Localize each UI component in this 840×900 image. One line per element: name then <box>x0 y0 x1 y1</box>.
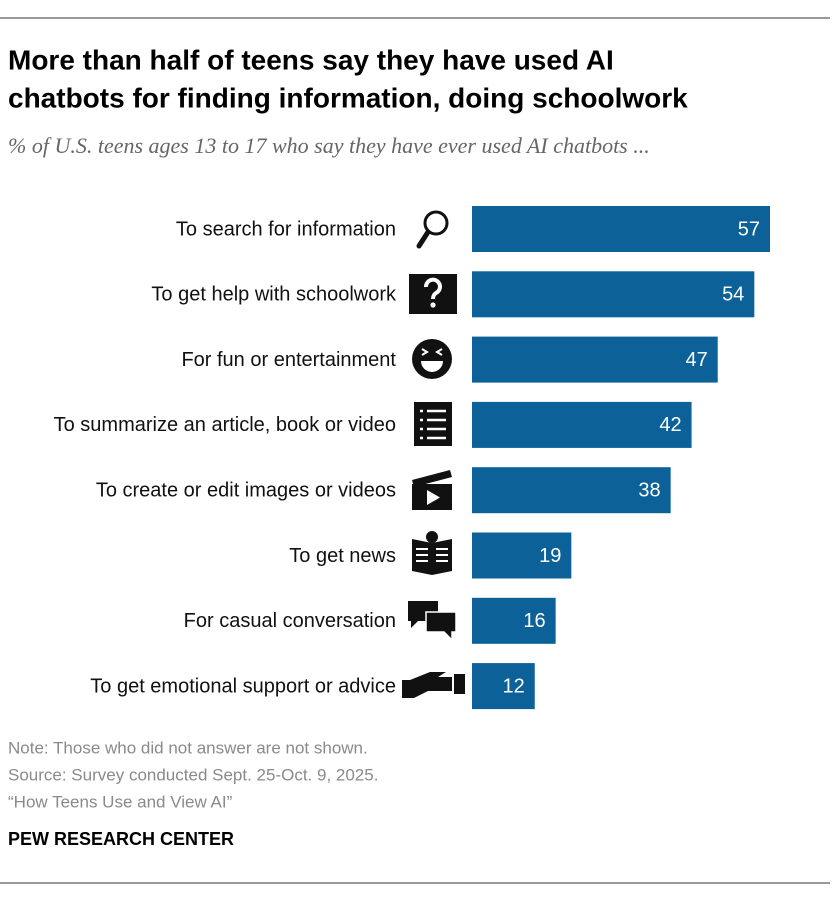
bar <box>472 663 535 710</box>
icon-part <box>426 531 438 543</box>
report: “How Teens Use and View AI” <box>8 792 233 811</box>
value-label: 12 <box>502 675 524 697</box>
icon-part <box>430 302 436 308</box>
category-label: For casual conversation <box>184 610 396 632</box>
icon-part <box>423 210 449 236</box>
icon-part <box>408 601 438 628</box>
icon-part <box>402 672 452 698</box>
icons <box>402 210 465 698</box>
icon-part <box>412 539 452 575</box>
question-icon <box>409 274 457 314</box>
bar <box>472 401 692 448</box>
note: Note: Those who did not answer are not s… <box>8 738 368 757</box>
value-label: 42 <box>659 414 681 436</box>
value-label: 54 <box>722 284 744 306</box>
icon-part <box>454 674 465 694</box>
icon-part <box>420 409 446 440</box>
icon-part <box>421 361 443 372</box>
icon-part <box>416 548 448 562</box>
icon-part <box>425 611 457 642</box>
icon-part <box>412 339 452 379</box>
icon-part <box>412 470 452 487</box>
clapper-icon <box>412 470 452 510</box>
icon-part <box>421 348 443 356</box>
category-label: To summarize an article, book or video <box>54 414 396 436</box>
bar <box>472 336 718 383</box>
category-label: For fun or entertainment <box>181 349 396 371</box>
list-icon <box>414 402 452 446</box>
source: Source: Survey conducted Sept. 25-Oct. 9… <box>8 765 378 784</box>
value-label: 57 <box>738 218 760 240</box>
chat-icon <box>408 601 457 642</box>
fun-icon <box>412 339 452 379</box>
hand-icon <box>402 672 465 698</box>
value-label: 19 <box>539 545 561 567</box>
category-label: To create or edit images or videos <box>96 479 396 501</box>
icon-part <box>414 402 452 446</box>
category-label: To get news <box>289 545 396 567</box>
category-label: To search for information <box>176 218 396 240</box>
category-label: To get emotional support or advice <box>90 675 396 697</box>
icon-part <box>416 229 431 249</box>
bar <box>472 271 755 318</box>
bar <box>472 597 556 644</box>
icon-part <box>424 277 442 300</box>
brand: PEW RESEARCH CENTER <box>8 829 234 849</box>
bar <box>472 532 572 579</box>
chart-title: chatbots for finding information, doing … <box>8 82 688 113</box>
news-icon <box>412 531 452 575</box>
search-icon <box>416 210 449 249</box>
chart-subtitle: % of U.S. teens ages 13 to 17 who say th… <box>8 133 650 158</box>
bar <box>472 467 671 514</box>
category-label: To get help with schoolwork <box>151 284 397 306</box>
value-label: 38 <box>638 479 660 501</box>
value-label: 16 <box>523 610 545 632</box>
value-label: 47 <box>685 349 707 371</box>
icon-part <box>427 490 440 505</box>
chart-title: More than half of teens say they have us… <box>8 44 614 75</box>
bar <box>472 206 770 252</box>
